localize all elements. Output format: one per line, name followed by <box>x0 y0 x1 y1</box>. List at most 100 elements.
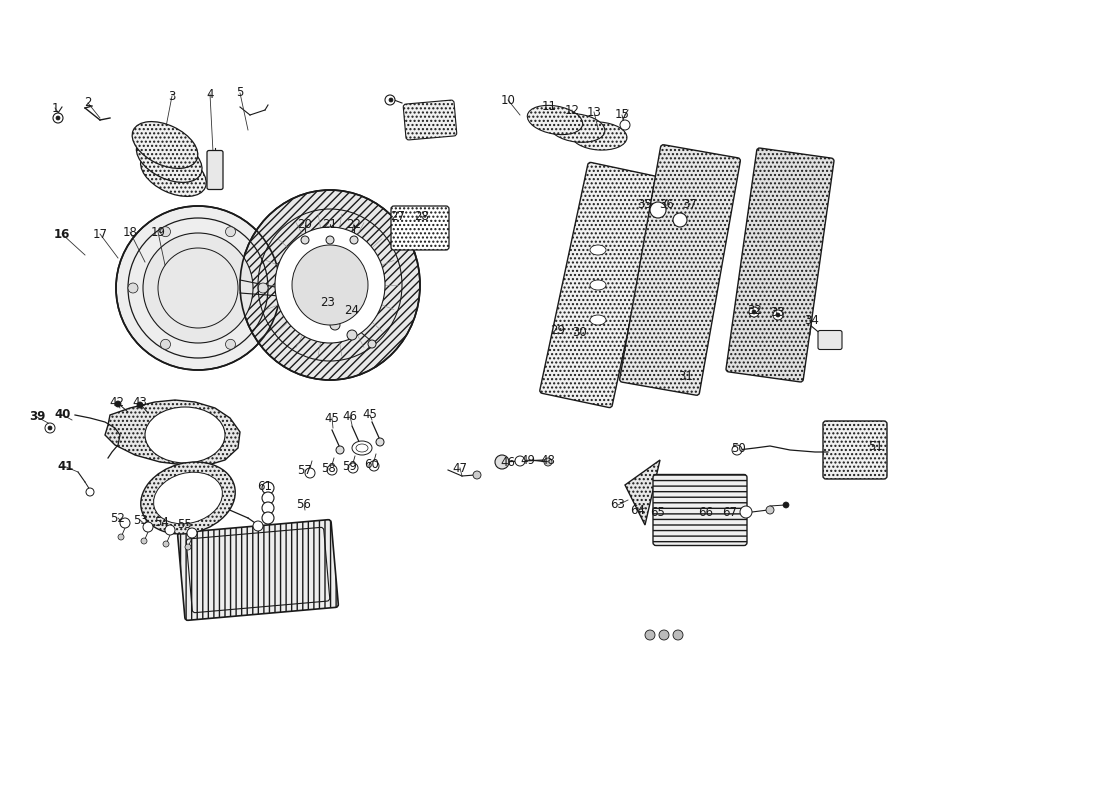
Text: 51: 51 <box>869 439 883 453</box>
Circle shape <box>45 423 55 433</box>
Ellipse shape <box>527 106 583 134</box>
Circle shape <box>673 630 683 640</box>
Text: 46: 46 <box>500 455 516 469</box>
Ellipse shape <box>292 245 368 325</box>
Text: 39: 39 <box>29 410 45 423</box>
Text: 59: 59 <box>342 459 358 473</box>
Text: 43: 43 <box>133 397 147 410</box>
Circle shape <box>336 446 344 454</box>
Text: 19: 19 <box>151 226 165 238</box>
Circle shape <box>187 528 197 538</box>
Text: 15: 15 <box>615 109 629 122</box>
Text: 5: 5 <box>236 86 244 99</box>
Circle shape <box>659 630 669 640</box>
Circle shape <box>161 226 170 237</box>
Text: 29: 29 <box>550 323 565 337</box>
Text: 33: 33 <box>771 306 785 319</box>
Ellipse shape <box>352 441 372 455</box>
Circle shape <box>143 522 153 532</box>
Text: 21: 21 <box>322 218 338 230</box>
Circle shape <box>620 120 630 130</box>
Text: 53: 53 <box>133 514 147 526</box>
Text: 12: 12 <box>564 103 580 117</box>
Circle shape <box>645 630 654 640</box>
Text: 13: 13 <box>586 106 602 118</box>
Circle shape <box>326 236 334 244</box>
Text: 67: 67 <box>723 506 737 518</box>
Circle shape <box>673 213 688 227</box>
Circle shape <box>118 534 124 540</box>
Circle shape <box>515 456 525 466</box>
Ellipse shape <box>590 315 606 325</box>
Circle shape <box>165 525 175 535</box>
Text: 2: 2 <box>85 97 91 110</box>
Text: 22: 22 <box>346 218 362 230</box>
Circle shape <box>368 340 376 348</box>
Text: 50: 50 <box>730 442 746 454</box>
Circle shape <box>226 226 235 237</box>
Ellipse shape <box>132 122 198 168</box>
Circle shape <box>262 512 274 524</box>
Circle shape <box>185 544 191 550</box>
Circle shape <box>258 283 268 293</box>
Circle shape <box>141 538 147 544</box>
Text: 56: 56 <box>297 498 311 511</box>
Circle shape <box>368 461 379 471</box>
Ellipse shape <box>571 122 627 150</box>
Circle shape <box>783 502 789 508</box>
FancyBboxPatch shape <box>818 330 842 350</box>
Ellipse shape <box>136 136 202 182</box>
Text: 27: 27 <box>390 210 406 222</box>
Circle shape <box>385 95 395 105</box>
Circle shape <box>376 438 384 446</box>
Circle shape <box>346 330 358 340</box>
Ellipse shape <box>141 462 235 534</box>
Circle shape <box>324 280 336 290</box>
FancyBboxPatch shape <box>178 520 339 620</box>
Text: 41: 41 <box>58 461 74 474</box>
Circle shape <box>495 455 509 469</box>
Circle shape <box>48 426 52 430</box>
Text: 4: 4 <box>207 87 213 101</box>
Circle shape <box>56 116 60 120</box>
FancyBboxPatch shape <box>619 145 740 395</box>
Ellipse shape <box>154 472 222 524</box>
Text: 20: 20 <box>298 218 312 231</box>
Circle shape <box>318 273 342 297</box>
Circle shape <box>226 339 235 350</box>
Ellipse shape <box>240 190 420 380</box>
FancyBboxPatch shape <box>404 100 456 140</box>
Text: 63: 63 <box>610 498 626 511</box>
Text: 1: 1 <box>52 102 58 114</box>
Circle shape <box>732 445 742 455</box>
Text: 46: 46 <box>342 410 358 422</box>
Text: 64: 64 <box>630 503 646 517</box>
Circle shape <box>262 492 274 504</box>
Text: 28: 28 <box>415 210 429 222</box>
Circle shape <box>350 236 358 244</box>
Text: 45: 45 <box>363 409 377 422</box>
Circle shape <box>356 442 364 450</box>
Text: 49: 49 <box>520 454 536 466</box>
Text: 52: 52 <box>111 511 125 525</box>
Circle shape <box>749 307 759 317</box>
Text: 57: 57 <box>298 463 312 477</box>
Circle shape <box>262 482 274 494</box>
Text: 42: 42 <box>110 397 124 410</box>
Text: 36: 36 <box>660 198 674 210</box>
Ellipse shape <box>116 206 280 370</box>
Polygon shape <box>104 400 240 466</box>
Circle shape <box>773 310 783 320</box>
Circle shape <box>650 202 666 218</box>
Circle shape <box>161 339 170 350</box>
Text: 32: 32 <box>748 303 762 317</box>
Circle shape <box>116 401 121 407</box>
Text: 55: 55 <box>177 518 191 530</box>
FancyBboxPatch shape <box>726 148 834 382</box>
Text: 18: 18 <box>122 226 138 238</box>
Text: 61: 61 <box>257 481 273 494</box>
FancyBboxPatch shape <box>540 162 660 407</box>
Circle shape <box>740 506 752 518</box>
Circle shape <box>262 502 274 514</box>
Text: 30: 30 <box>573 326 587 339</box>
